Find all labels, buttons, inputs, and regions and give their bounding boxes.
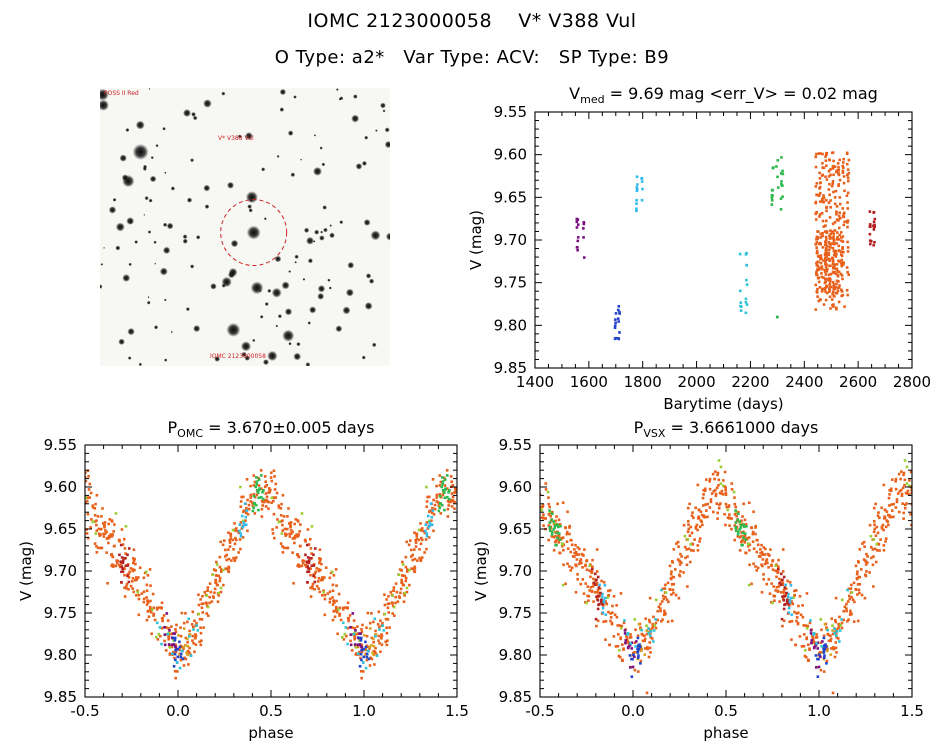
page-title: IOMC 2123000058 V* V388 Vul [307, 10, 637, 32]
finder-bottom-label: IOMC 2123000058 [210, 353, 266, 360]
svg-text:2200: 2200 [731, 373, 769, 391]
svg-text:2800: 2800 [893, 373, 931, 391]
finder-chart: POSS II Red V* V388 Vul IOMC 2123000058 [100, 88, 390, 366]
svg-text:9.55: 9.55 [44, 436, 77, 454]
svg-text:9.75: 9.75 [499, 604, 532, 622]
svg-text:9.65: 9.65 [44, 520, 77, 538]
phase-vsx-title-prefix: P [633, 418, 644, 437]
svg-text:1.0: 1.0 [352, 702, 376, 720]
svg-text:9.80: 9.80 [494, 316, 527, 334]
svg-text:9.60: 9.60 [499, 478, 532, 496]
svg-text:9.60: 9.60 [494, 146, 527, 164]
svg-text:2000: 2000 [677, 373, 715, 391]
phase-vsx-title-sub: VSX [643, 427, 666, 441]
phase-vsx-plot-title: PVSX = 3.6661000 days [540, 418, 912, 440]
svg-text:9.65: 9.65 [499, 520, 532, 538]
time-plot-title-sub: med [580, 93, 605, 107]
time-plot-title-prefix: V [569, 84, 581, 103]
finder-survey-label: POSS II Red [104, 90, 139, 97]
phase-vsx-title-rest: = 3.6661000 days [665, 418, 819, 437]
svg-text:0.0: 0.0 [166, 702, 190, 720]
svg-text:9.85: 9.85 [499, 688, 532, 706]
svg-text:0.5: 0.5 [714, 702, 738, 720]
phase-plot-omc: -0.5 0.0 0.5 1.0 1.5 9.55 9.60 9.65 9.70 9.75 9.80… [17, 436, 469, 742]
svg-text:2400: 2400 [785, 373, 823, 391]
svg-text:9.85: 9.85 [494, 359, 527, 377]
svg-text:Barytime (days): Barytime (days) [663, 395, 783, 413]
svg-text:9.80: 9.80 [499, 646, 532, 664]
phase-omc-title-sub: OMC [177, 427, 204, 441]
svg-text:0.0: 0.0 [621, 702, 645, 720]
svg-text:-0.5: -0.5 [70, 702, 99, 720]
svg-text:9.60: 9.60 [44, 478, 77, 496]
time-plot-title-rest: = 9.69 mag <err_V> = 0.02 mag [604, 84, 878, 103]
svg-text:9.65: 9.65 [494, 188, 527, 206]
svg-text:-0.5: -0.5 [525, 702, 554, 720]
svg-text:phase: phase [248, 724, 293, 742]
svg-text:2600: 2600 [839, 373, 877, 391]
svg-text:1400: 1400 [516, 373, 554, 391]
svg-text:1.5: 1.5 [900, 702, 924, 720]
svg-text:1.5: 1.5 [445, 702, 469, 720]
time-series-plot: 1400 1600 1800 2000 2200 2400 2600 2800 9.55 9.60… [467, 105, 931, 413]
svg-text:phase: phase [703, 724, 748, 742]
svg-text:9.85: 9.85 [44, 688, 77, 706]
svg-text:9.70: 9.70 [494, 231, 527, 249]
page-subtitle: O Type: a2* Var Type: ACV: SP Type: B9 [274, 47, 670, 68]
svg-text:9.80: 9.80 [44, 646, 77, 664]
svg-text:9.55: 9.55 [499, 436, 532, 454]
svg-text:9.75: 9.75 [494, 274, 527, 292]
svg-text:9.55: 9.55 [494, 105, 527, 121]
svg-text:1800: 1800 [624, 373, 662, 391]
svg-text:0.5: 0.5 [259, 702, 283, 720]
svg-text:V (mag): V (mag) [472, 541, 490, 601]
phase-omc-title-prefix: P [167, 418, 178, 437]
phase-omc-title-rest: = 3.670±0.005 days [203, 418, 375, 437]
finder-target-label: V* V388 Vul [218, 135, 254, 142]
finder-star-field-image [100, 88, 390, 366]
svg-text:1600: 1600 [570, 373, 608, 391]
time-plot-title: Vmed = 9.69 mag <err_V> = 0.02 mag [535, 84, 912, 106]
svg-text:V (mag): V (mag) [467, 210, 485, 270]
svg-text:9.70: 9.70 [44, 562, 77, 580]
svg-text:9.75: 9.75 [44, 604, 77, 622]
svg-text:1.0: 1.0 [807, 702, 831, 720]
svg-text:9.70: 9.70 [499, 562, 532, 580]
phase-omc-plot-title: POMC = 3.670±0.005 days [85, 418, 457, 440]
svg-text:V (mag): V (mag) [17, 541, 35, 601]
phase-plot-vsx: -0.5 0.0 0.5 1.0 1.5 9.55 9.60 9.65 9.70 9.75 9.80… [472, 436, 924, 742]
